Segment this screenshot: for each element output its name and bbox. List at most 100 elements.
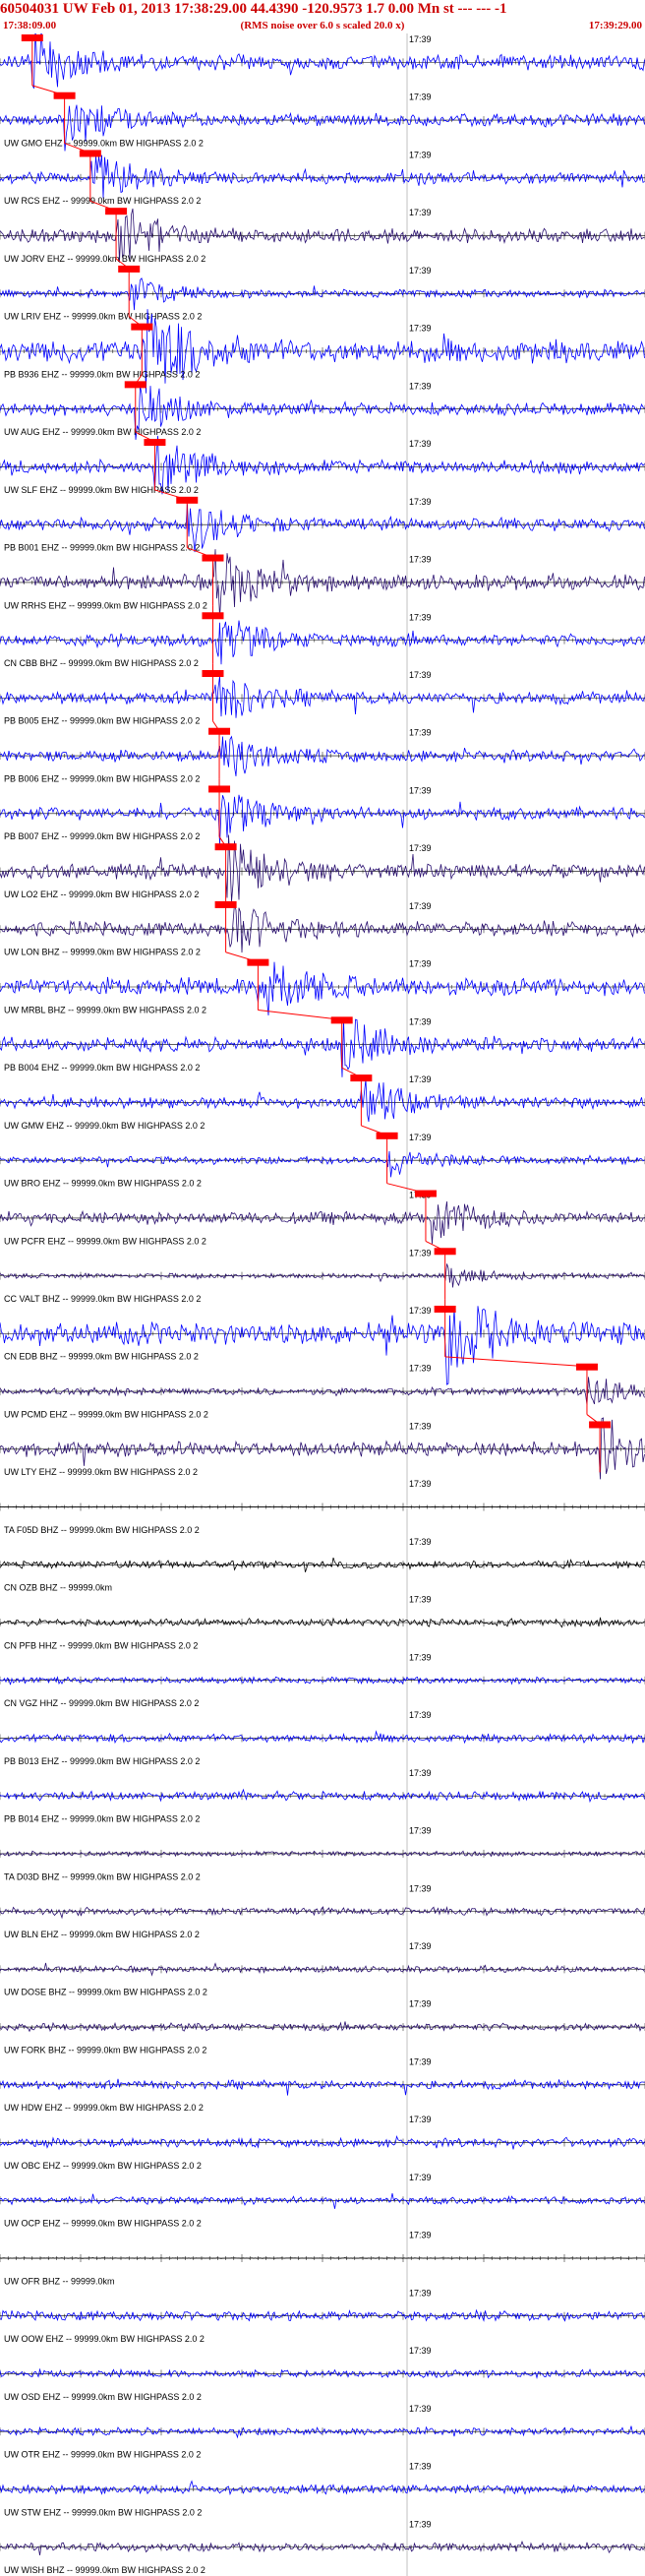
moveout-line <box>444 1356 587 1368</box>
trace-row: CN EDB BHZ -- 99999.0km BW HIGHPASS 2.0 … <box>0 1299 645 1385</box>
trace-row: UW LTY EHZ -- 99999.0km BW HIGHPASS 2.0 … <box>0 1414 645 1480</box>
minute-label: 17:39 <box>409 381 432 391</box>
moveout-line <box>386 1183 427 1195</box>
minute-label: 17:39 <box>409 728 432 738</box>
station-label: UW GMW EHZ -- 99999.0km BW HIGHPASS 2.0 … <box>4 1121 205 1131</box>
station-label: TA F05D BHZ -- 99999.0km BW HIGHPASS 2.0… <box>4 1525 200 1535</box>
trace-row: UW WISH BHZ -- 99999.0km BW HIGHPASS 2.0… <box>0 2519 645 2575</box>
moveout-line <box>128 316 143 328</box>
header-subline: 17:38:09.00 (RMS noise over 6.0 s scaled… <box>0 19 645 32</box>
station-label: UW MRBL BHZ -- 99999.0km BW HIGHPASS 2.0… <box>4 1005 206 1014</box>
trace-row: UW GMO EHZ -- 99999.0km BW HIGHPASS 2.0 … <box>0 85 645 152</box>
waveform <box>0 1788 645 1804</box>
minute-label: 17:39 <box>409 2462 432 2472</box>
trace-row: UW OOW EHZ -- 99999.0km BW HIGHPASS 2.0 … <box>0 2288 645 2344</box>
trace-row: UW RCS EHZ -- 99999.0km BW HIGHPASS 2.0 … <box>0 143 645 206</box>
waveform <box>0 208 645 263</box>
minute-label: 17:39 <box>409 151 432 160</box>
waveform <box>0 549 645 618</box>
station-label: UW SLF EHZ -- 99999.0km BW HIGHPASS 2.0 … <box>4 485 199 495</box>
moveout-line <box>361 1125 387 1136</box>
minute-label: 17:39 <box>409 92 432 102</box>
trace-row: PB B005 EHZ -- 99999.0km BW HIGHPASS 2.0… <box>0 663 645 726</box>
minute-label: 17:39 <box>409 1941 432 1951</box>
minute-label: 17:39 <box>409 1248 432 1257</box>
station-label: CN EDB BHZ -- 99999.0km BW HIGHPASS 2.0 … <box>4 1352 199 1362</box>
minute-label: 17:39 <box>409 670 432 680</box>
minute-label: 17:39 <box>409 497 432 507</box>
minute-label: 17:39 <box>409 555 432 565</box>
minute-label: 17:39 <box>409 2115 432 2124</box>
trace-row: UW AUG EHZ -- 99999.0km BW HIGHPASS 2.0 … <box>0 374 645 440</box>
waveform <box>0 794 645 845</box>
station-label: PB B936 EHZ -- 99999.0km BW HIGHPASS 2.0… <box>4 369 200 379</box>
trace-row: UW LON BHZ -- 99999.0km BW HIGHPASS 2.0 … <box>0 894 645 957</box>
trace-row: UW GMW EHZ -- 99999.0km BW HIGHPASS 2.0 … <box>0 1067 645 1131</box>
event-header: 60504031 UW Feb 01, 2013 17:38:29.00 44.… <box>0 0 645 19</box>
waveform <box>0 676 645 718</box>
moveout-line <box>135 374 143 385</box>
station-label: PB B004 EHZ -- 99999.0km BW HIGHPASS 2.0… <box>4 1063 200 1073</box>
station-label: CN VGZ HHZ -- 99999.0km BW HIGHPASS 2.0 … <box>4 1698 199 1708</box>
moveout-line <box>586 1414 601 1425</box>
minute-label: 17:39 <box>409 1479 432 1489</box>
end-time: 17:39:29.00 <box>588 20 642 31</box>
station-label: UW LON BHZ -- 99999.0km BW HIGHPASS 2.0 … <box>4 948 201 957</box>
station-label: CN PFB HHZ -- 99999.0km BW HIGHPASS 2.0 … <box>4 1640 198 1650</box>
waveform <box>0 1906 645 1920</box>
trace-row: PB B936 EHZ -- 99999.0km BW HIGHPASS 2.0… <box>0 309 645 394</box>
waveform <box>0 309 645 394</box>
minute-label: 17:39 <box>409 2288 432 2298</box>
trace-row: PB B007 EHZ -- 99999.0km BW HIGHPASS 2.0… <box>0 778 645 845</box>
station-label: UW RRHS EHZ -- 99999.0km BW HIGHPASS 2.0… <box>4 600 207 610</box>
trace-row: CN CBB BHZ -- 99999.0km BW HIGHPASS 2.0 … <box>0 605 645 668</box>
station-label: UW PCFR EHZ -- 99999.0km BW HIGHPASS 2.0… <box>4 1236 206 1246</box>
minute-label: 17:39 <box>409 2346 432 2356</box>
minute-label: 17:39 <box>409 1999 432 2009</box>
waveform <box>0 104 645 152</box>
waveform <box>0 1730 645 1745</box>
trace-row: PB B004 EHZ -- 99999.0km BW HIGHPASS 2.0… <box>0 1009 645 1077</box>
waveform <box>0 620 645 665</box>
station-label: UW OCP EHZ -- 99999.0km BW HIGHPASS 2.0 … <box>4 2219 202 2229</box>
waveform <box>0 2308 645 2322</box>
station-label: UW GMO EHZ -- 99999.0km BW HIGHPASS 2.0 … <box>4 139 204 149</box>
station-label: UW DOSE BHZ -- 99999.0km BW HIGHPASS 2.0… <box>4 1988 207 1997</box>
trace-row: PB B013 EHZ -- 99999.0km BW HIGHPASS 2.0… <box>0 1710 645 1766</box>
waveform <box>0 1150 645 1178</box>
minute-label: 17:39 <box>409 1652 432 1662</box>
station-label: UW OTR EHZ -- 99999.0km BW HIGHPASS 2.0 … <box>4 2450 201 2460</box>
trace-row: CN VGZ HHZ -- 99999.0km BW HIGHPASS 2.0 … <box>0 1652 645 1708</box>
minute-label: 17:39 <box>409 2057 432 2067</box>
waveform <box>0 2540 645 2555</box>
minute-label: 17:39 <box>409 843 432 853</box>
station-label: TA D03D BHZ -- 99999.0km BW HIGHPASS 2.0… <box>4 1871 201 1881</box>
minute-label: 17:39 <box>409 2519 432 2529</box>
moveout-line <box>425 1240 445 1252</box>
moveout-line <box>218 836 227 847</box>
waveform <box>0 2256 645 2259</box>
trace-row: UW LRIV EHZ -- 99999.0km BW HIGHPASS 2.0… <box>0 258 645 322</box>
minute-label: 17:39 <box>409 1595 432 1605</box>
trace-row: UW STW EHZ -- 99999.0km BW HIGHPASS 2.0 … <box>0 2462 645 2517</box>
moveout-line <box>187 547 213 559</box>
trace-row: UW OBC EHZ -- 99999.0km BW HIGHPASS 2.0 … <box>0 2115 645 2171</box>
waveform <box>0 961 645 1016</box>
waveform <box>0 1676 645 1686</box>
station-label: PB B005 EHZ -- 99999.0km BW HIGHPASS 2.0… <box>4 716 200 726</box>
station-label: UW FORK BHZ -- 99999.0km BW HIGHPASS 2.0… <box>4 2046 206 2055</box>
waveform <box>0 2480 645 2496</box>
station-label: UW LRIV EHZ -- 99999.0km BW HIGHPASS 2.0… <box>4 312 202 322</box>
trace-row: UW FORK BHZ -- 99999.0km BW HIGHPASS 2.0… <box>0 1999 645 2055</box>
trace-row: UW MRBL BHZ -- 99999.0km BW HIGHPASS 2.0… <box>0 951 645 1016</box>
waveform <box>0 2078 645 2096</box>
minute-label: 17:39 <box>409 2173 432 2182</box>
moveout-line <box>258 1009 342 1020</box>
trace-row: UW BRO EHZ -- 99999.0km BW HIGHPASS 2.0 … <box>0 1125 645 1189</box>
moveout-line <box>31 85 65 96</box>
waveform <box>0 435 645 495</box>
minute-label: 17:39 <box>409 1710 432 1720</box>
trace-row: UW OFR BHZ -- 99999.0km 17:39 <box>0 2231 645 2286</box>
rms-note: (RMS noise over 6.0 s scaled 20.0 x) <box>240 20 405 31</box>
